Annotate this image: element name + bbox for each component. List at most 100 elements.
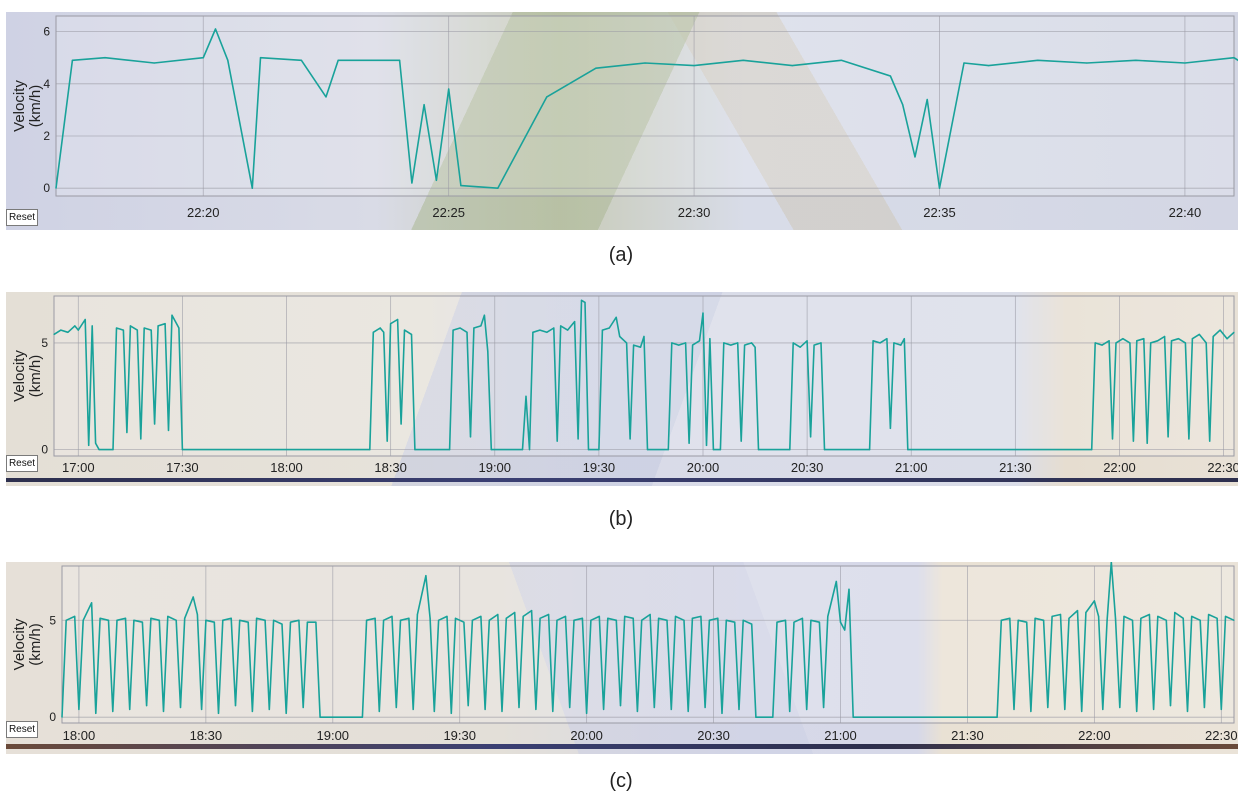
velocity-data-point xyxy=(556,440,558,442)
velocity-data-point xyxy=(1081,710,1083,712)
velocity-data-point xyxy=(259,57,262,59)
x-tick-label: 22:35 xyxy=(923,205,956,220)
velocity-data-point xyxy=(300,59,302,61)
velocity-data-point xyxy=(586,712,588,714)
x-tick-label: 21:00 xyxy=(895,460,928,475)
velocity-data-point xyxy=(378,710,380,712)
velocity-data-point xyxy=(471,619,473,621)
velocity-data-point xyxy=(411,182,413,184)
velocity-data-point xyxy=(539,617,541,619)
velocity-data-point xyxy=(1233,619,1235,621)
velocity-data-point xyxy=(65,619,67,621)
velocity-data-point xyxy=(74,615,76,617)
velocity-data-point xyxy=(553,327,555,329)
velocity-data-point xyxy=(435,179,437,181)
velocity-data-point xyxy=(886,338,888,340)
reset-button[interactable]: Reset xyxy=(6,209,38,226)
velocity-data-point xyxy=(528,449,531,451)
velocity-data-point xyxy=(107,619,110,621)
velocity-data-point xyxy=(801,617,804,619)
velocity-data-point xyxy=(902,104,904,106)
velocity-data-point xyxy=(698,340,701,342)
velocity-data-point xyxy=(104,57,106,59)
velocity-data-point xyxy=(1114,617,1117,619)
velocity-data-point xyxy=(399,619,402,621)
velocity-data-point xyxy=(91,325,93,327)
velocity-data-point xyxy=(581,617,584,619)
velocity-data-point xyxy=(751,623,753,625)
x-tick-label: 19:00 xyxy=(478,460,511,475)
velocity-data-point xyxy=(719,449,722,451)
velocity-data-point xyxy=(410,333,413,335)
velocity-data-point xyxy=(658,617,660,619)
velocity-data-point xyxy=(1148,613,1150,616)
velocity-data-point xyxy=(1108,340,1110,342)
velocity-data-point xyxy=(425,575,427,577)
velocity-data-point xyxy=(1146,442,1148,444)
velocity-data-point xyxy=(1226,338,1228,340)
timeline-bar xyxy=(6,744,1238,749)
velocity-data-point xyxy=(744,344,746,346)
velocity-data-point xyxy=(653,706,655,709)
velocity-data-point xyxy=(469,436,472,438)
velocity-data-point xyxy=(633,344,635,346)
velocity-data-point xyxy=(446,615,448,617)
velocity-data-point xyxy=(577,438,579,440)
velocity-data-point xyxy=(607,617,609,619)
velocity-data-point xyxy=(1216,617,1218,619)
velocity-data-point xyxy=(737,342,739,344)
velocity-data-point xyxy=(1034,617,1036,619)
velocity-data-point xyxy=(793,621,795,623)
velocity-data-point xyxy=(823,706,825,709)
velocity-data-point xyxy=(1091,449,1093,451)
velocity-data-point xyxy=(872,340,874,342)
velocity-data-point xyxy=(1110,562,1112,563)
velocity-data-point xyxy=(361,716,363,718)
velocity-data-point xyxy=(460,185,462,187)
velocity-data-point xyxy=(129,708,131,710)
velocity-data-point xyxy=(484,708,486,710)
map-background xyxy=(6,292,1238,486)
velocity-data-point xyxy=(140,438,142,440)
velocity-data-point xyxy=(903,338,905,340)
reset-button[interactable]: Reset xyxy=(6,455,38,472)
y-axis-label: Velocity(km/h) xyxy=(11,350,44,402)
velocity-data-point xyxy=(546,331,548,333)
velocity-data-point xyxy=(839,621,842,623)
velocity-data-point xyxy=(429,617,431,619)
x-tick-label: 22:25 xyxy=(432,205,465,220)
velocity-data-point xyxy=(636,710,639,712)
velocity-data-point xyxy=(379,327,381,329)
velocity-data-point xyxy=(734,621,736,623)
velocity-data-point xyxy=(239,619,241,621)
velocity-data-point xyxy=(598,449,600,451)
x-tick-label: 17:00 xyxy=(62,460,95,475)
x-tick-label: 22:30 xyxy=(1205,728,1238,743)
velocity-data-point xyxy=(325,96,327,98)
velocity-data-point xyxy=(386,440,388,442)
velocity-data-point xyxy=(1203,706,1205,709)
reset-button[interactable]: Reset xyxy=(6,721,38,738)
velocity-data-point xyxy=(1184,62,1186,64)
velocity-data-point xyxy=(709,338,711,340)
velocity-data-point xyxy=(74,325,76,327)
velocity-chart-b: 17:00 17:30 18:00 18:30 19:00 19:30 20:00 20:30… xyxy=(11,295,1238,475)
velocity-data-point xyxy=(95,712,97,714)
y-tick-label: 2 xyxy=(43,129,50,143)
y-tick-label: 0 xyxy=(41,443,48,457)
velocity-data-point xyxy=(1208,613,1210,616)
velocity-data-point xyxy=(1119,706,1121,709)
velocity-data-point xyxy=(306,621,308,623)
velocity-data-point xyxy=(179,706,182,709)
velocity-data-point xyxy=(1205,342,1207,344)
velocity-data-point xyxy=(827,615,829,617)
x-tick-label: 19:30 xyxy=(583,460,616,475)
x-tick-label: 20:00 xyxy=(570,728,603,743)
velocity-data-point xyxy=(1199,619,1201,621)
velocity-data-point xyxy=(879,342,881,344)
velocity-data-point xyxy=(835,580,837,583)
velocity-data-point xyxy=(1135,59,1137,61)
x-tick-label: 22:30 xyxy=(1207,460,1238,475)
velocity-data-point xyxy=(178,327,180,329)
chart-panel-a: 22:2022:2522:3022:3522:4022:4522:5022:55… xyxy=(6,12,1238,230)
